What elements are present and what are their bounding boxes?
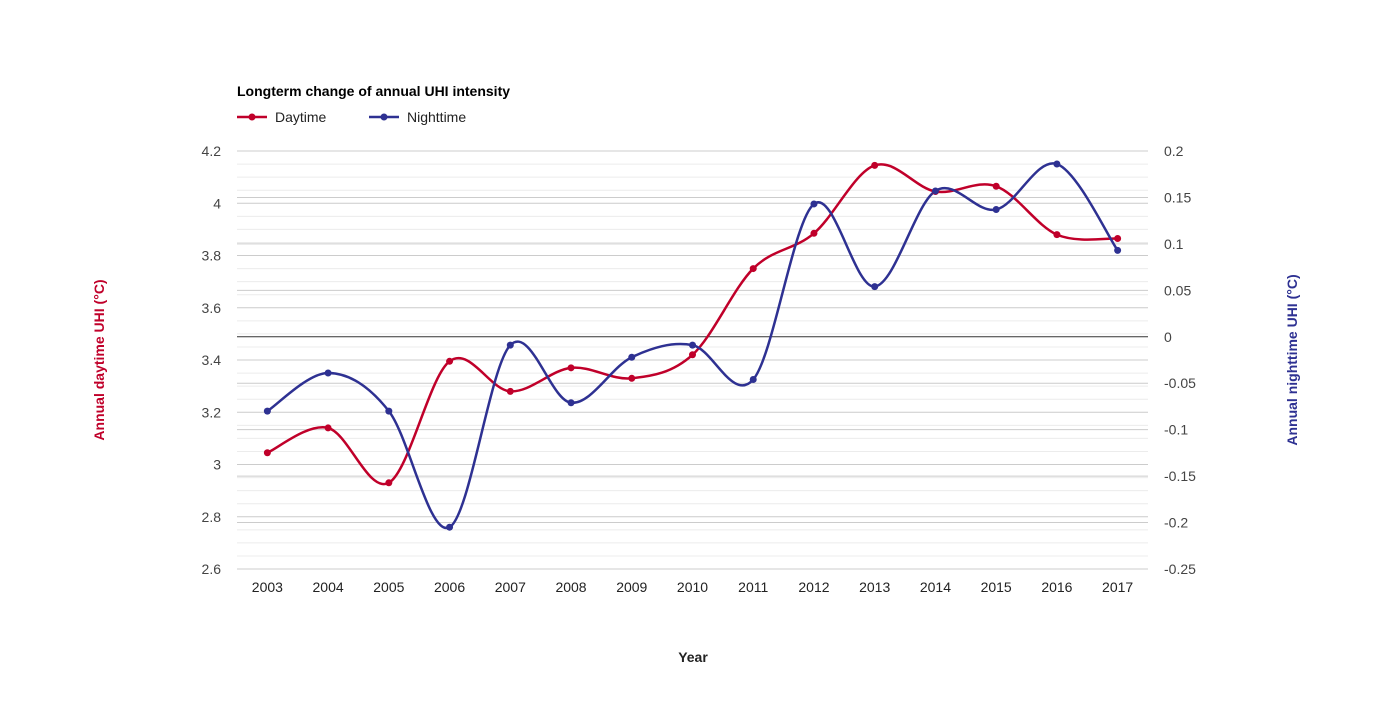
x-tick-label: 2012 <box>798 579 829 595</box>
x-tick-label: 2009 <box>616 579 647 595</box>
daytime-point <box>324 424 332 432</box>
x-tick-label: 2006 <box>434 579 465 595</box>
right-axis-title: Annual nighttime UHI (°C) <box>1284 274 1300 445</box>
x-tick-label: 2017 <box>1102 579 1133 595</box>
left-tick-label: 3.6 <box>202 300 222 316</box>
daytime-point <box>1053 231 1061 239</box>
daytime-point <box>567 364 575 372</box>
nighttime-point <box>749 376 757 384</box>
x-tick-label: 2013 <box>859 579 890 595</box>
left-tick-label: 2.6 <box>202 561 222 577</box>
daytime-point <box>810 229 818 237</box>
x-tick-label: 2016 <box>1041 579 1072 595</box>
right-tick-label: -0.25 <box>1164 561 1196 577</box>
daytime-point <box>506 387 514 395</box>
x-tick-label: 2008 <box>555 579 586 595</box>
x-tick-label: 2014 <box>920 579 951 595</box>
left-tick-label: 4.2 <box>202 143 222 159</box>
left-axis-ticks: 2.6 2.8 3 3.2 3.4 3.6 3.8 4 4.2 <box>202 143 222 577</box>
nighttime-point <box>810 200 818 208</box>
nighttime-point <box>992 206 1000 214</box>
x-tick-label: 2003 <box>252 579 283 595</box>
nighttime-point <box>1114 246 1122 254</box>
right-tick-label: 0.1 <box>1164 236 1184 252</box>
nighttime-point <box>263 407 271 415</box>
left-tick-label: 2.8 <box>202 509 222 525</box>
legend: Daytime Nighttime <box>237 109 466 125</box>
x-tick-label: 2010 <box>677 579 708 595</box>
daytime-point <box>749 265 757 273</box>
nighttime-point <box>446 523 454 531</box>
legend-swatch-dot <box>380 113 388 121</box>
daytime-point <box>263 449 271 457</box>
right-tick-label: -0.05 <box>1164 375 1196 391</box>
daytime-line <box>266 163 1118 486</box>
left-tick-label: 3.2 <box>202 404 222 420</box>
nighttime-line <box>266 162 1119 530</box>
nighttime-point <box>871 283 879 291</box>
right-tick-label: -0.1 <box>1164 422 1188 438</box>
daytime-point <box>385 479 393 487</box>
daytime-point <box>628 374 636 382</box>
left-tick-label: 3.8 <box>202 248 222 264</box>
legend-label: Nighttime <box>407 109 466 125</box>
left-tick-label: 3 <box>213 457 221 473</box>
legend-label: Daytime <box>275 109 327 125</box>
chart-title: Longterm change of annual UHI intensity <box>237 83 510 99</box>
right-axis-ticks: -0.25 -0.2 -0.15 -0.1 -0.05 0 0.05 0.1 0.15 0.2 <box>1164 143 1196 577</box>
right-tick-label: 0.2 <box>1164 143 1184 159</box>
nighttime-point <box>567 399 575 407</box>
daytime-point <box>689 351 696 359</box>
right-tick-label: -0.2 <box>1164 515 1188 531</box>
x-tick-label: 2004 <box>313 579 344 595</box>
series-lines <box>266 162 1119 530</box>
nighttime-point <box>628 353 636 361</box>
nighttime-point <box>1053 160 1061 168</box>
daytime-point <box>446 357 454 365</box>
legend-swatch-dot <box>248 113 256 121</box>
legend-item-daytime[interactable]: Daytime <box>237 109 327 125</box>
left-tick-label: 3.4 <box>202 352 222 368</box>
series-points <box>263 160 1122 531</box>
left-axis-title: Annual daytime UHI (°C) <box>91 279 107 440</box>
x-axis-title: Year <box>678 649 708 665</box>
daytime-point <box>871 161 879 169</box>
nighttime-point <box>689 341 696 349</box>
nighttime-point <box>324 369 332 377</box>
daytime-point <box>1114 235 1122 243</box>
nighttime-point <box>385 407 393 415</box>
x-tick-label: 2011 <box>738 579 768 595</box>
nighttime-point <box>931 187 939 195</box>
grid-lines <box>237 150 1148 570</box>
right-tick-label: -0.15 <box>1164 468 1196 484</box>
nighttime-point <box>506 341 514 349</box>
x-tick-label: 2007 <box>495 579 526 595</box>
right-tick-label: 0 <box>1164 329 1172 345</box>
x-tick-label: 2005 <box>373 579 404 595</box>
daytime-point <box>992 182 1000 190</box>
x-tick-label: 2015 <box>981 579 1012 595</box>
right-tick-label: 0.05 <box>1164 282 1191 298</box>
right-tick-label: 0.15 <box>1164 189 1191 205</box>
legend-item-nighttime[interactable]: Nighttime <box>369 109 466 125</box>
left-tick-label: 4 <box>213 195 221 211</box>
x-axis-ticks: 2003 2004 2005 2006 2007 2008 2009 2010 2011 2012… <box>252 579 1134 595</box>
